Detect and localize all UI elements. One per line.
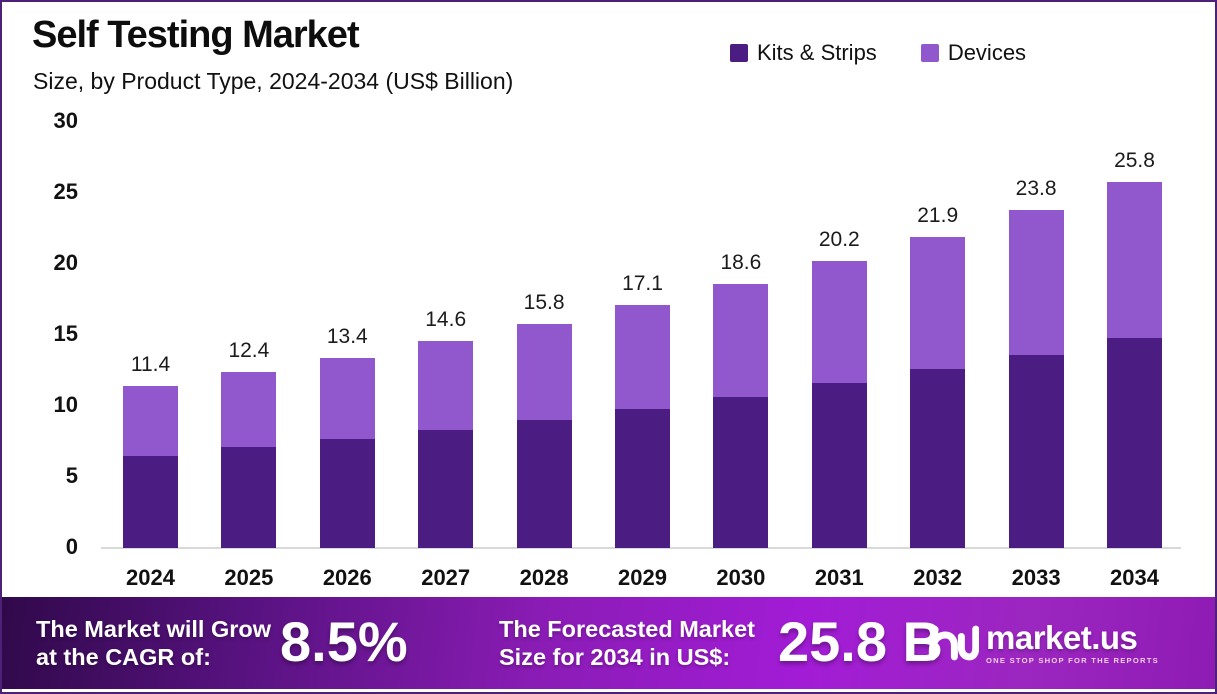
x-axis-label-2029: 2029 xyxy=(618,565,667,590)
forecast-label: The Forecasted Market Size for 2034 in U… xyxy=(499,615,755,671)
x-axis-label-2033: 2033 xyxy=(1011,565,1061,590)
legend-swatch-icon xyxy=(730,44,748,62)
forecast-label-line2: Size for 2034 in US$: xyxy=(499,644,731,670)
market-us-logo: market.us ONE STOP SHOP FOR THE REPORTS xyxy=(927,620,1159,666)
bar-2033 xyxy=(1008,210,1064,548)
bar-segment-devices xyxy=(123,386,178,456)
forecast-value: 25.8 B xyxy=(778,610,943,674)
bar-segment-kits-strips xyxy=(1107,337,1162,548)
x-axis-label-2034: 2034 xyxy=(1110,565,1159,590)
bar-segment-devices xyxy=(221,371,277,448)
bar-2028 xyxy=(516,323,572,548)
cagr-value: 8.5% xyxy=(280,610,408,674)
y-axis-tick-20: 20 xyxy=(53,250,78,275)
bar-segment-devices xyxy=(319,357,375,439)
bar-2031 xyxy=(811,261,867,548)
bar-2027 xyxy=(418,340,474,548)
page-subtitle: Size, by Product Type, 2024-2034 (US$ Bi… xyxy=(33,68,514,94)
bar-segment-devices xyxy=(1107,181,1162,338)
bar-value-label-2033: 23.8 xyxy=(1015,177,1057,201)
bar-2032 xyxy=(910,237,966,548)
bar-segment-devices xyxy=(713,283,769,398)
bar-segment-kits-strips xyxy=(319,438,375,548)
legend-item-kits-strips: Kits & Strips xyxy=(730,40,877,66)
y-axis-tick-5: 5 xyxy=(65,463,78,488)
x-axis-baseline xyxy=(101,547,1181,549)
bar-segment-kits-strips xyxy=(221,447,277,548)
chart-legend: Kits & Strips Devices xyxy=(730,40,1026,66)
page-title: Self Testing Market xyxy=(32,14,360,56)
bar-value-label-2025: 12.4 xyxy=(228,338,270,362)
bar-value-label-2027: 14.6 xyxy=(425,307,467,331)
bar-2025 xyxy=(221,371,277,548)
cagr-label-line2: at the CAGR of: xyxy=(36,644,211,670)
x-axis-label-2028: 2028 xyxy=(519,565,569,590)
bar-value-label-2034: 25.8 xyxy=(1114,148,1155,172)
bar-2030 xyxy=(713,283,769,548)
forecast-label-line1: The Forecasted Market xyxy=(499,616,755,642)
brand-text-block: market.us ONE STOP SHOP FOR THE REPORTS xyxy=(986,619,1159,666)
bar-segment-kits-strips xyxy=(516,420,572,548)
bar-segment-kits-strips xyxy=(418,430,474,548)
x-axis-label-2031: 2031 xyxy=(814,565,864,590)
bar-value-label-2032: 21.9 xyxy=(917,204,959,228)
bar-value-label-2024: 11.4 xyxy=(130,353,171,377)
bar-segment-kits-strips xyxy=(1008,354,1064,548)
x-axis-label-2032: 2032 xyxy=(913,565,963,590)
x-axis-label-2030: 2030 xyxy=(716,565,766,590)
legend-label: Kits & Strips xyxy=(757,40,877,65)
bar-value-label-2026: 13.4 xyxy=(326,324,368,348)
bar-segment-devices xyxy=(516,323,572,421)
bar-segment-kits-strips xyxy=(713,397,769,548)
bar-2029 xyxy=(615,305,670,548)
bar-2034 xyxy=(1107,181,1162,548)
legend-label: Devices xyxy=(947,40,1027,65)
y-axis-tick-15: 15 xyxy=(53,321,78,346)
x-axis-label-2026: 2026 xyxy=(322,565,372,590)
bar-value-label-2031: 20.2 xyxy=(818,228,860,252)
bar-segment-kits-strips xyxy=(910,369,966,548)
bar-segment-kits-strips xyxy=(811,383,867,548)
bar-value-label-2028: 15.8 xyxy=(523,290,565,314)
x-axis-label-2027: 2027 xyxy=(421,565,471,590)
bar-segment-devices xyxy=(418,340,474,431)
y-axis-tick-0: 0 xyxy=(65,534,78,559)
y-axis-tick-10: 10 xyxy=(53,392,78,417)
x-axis-label-2025: 2025 xyxy=(224,565,274,590)
footer-banner: The Market will Grow at the CAGR of: 8.5… xyxy=(2,597,1215,689)
legend-swatch-icon xyxy=(920,44,939,62)
bar-segment-devices xyxy=(1008,210,1064,355)
bar-value-label-2029: 17.1 xyxy=(622,272,663,296)
x-axis-label-2024: 2024 xyxy=(126,565,175,590)
legend-item-devices: Devices xyxy=(920,40,1027,66)
market-us-logo-icon xyxy=(928,625,979,661)
bar-2026 xyxy=(319,357,375,548)
cagr-label: The Market will Grow at the CAGR of: xyxy=(36,615,271,671)
y-axis-tick-25: 25 xyxy=(53,179,78,204)
y-axis-tick-30: 30 xyxy=(53,108,78,133)
bar-segment-kits-strips xyxy=(123,455,178,548)
bar-segment-devices xyxy=(615,305,670,409)
bar-segment-devices xyxy=(811,261,867,384)
bar-segment-devices xyxy=(910,237,966,370)
bar-segment-kits-strips xyxy=(615,408,670,548)
bar-value-label-2030: 18.6 xyxy=(720,250,762,274)
brand-tagline: ONE STOP SHOP FOR THE REPORTS xyxy=(986,656,1159,665)
cagr-label-line1: The Market will Grow xyxy=(36,616,272,642)
brand-name: market.us xyxy=(986,619,1138,656)
bar-2024 xyxy=(123,386,178,548)
